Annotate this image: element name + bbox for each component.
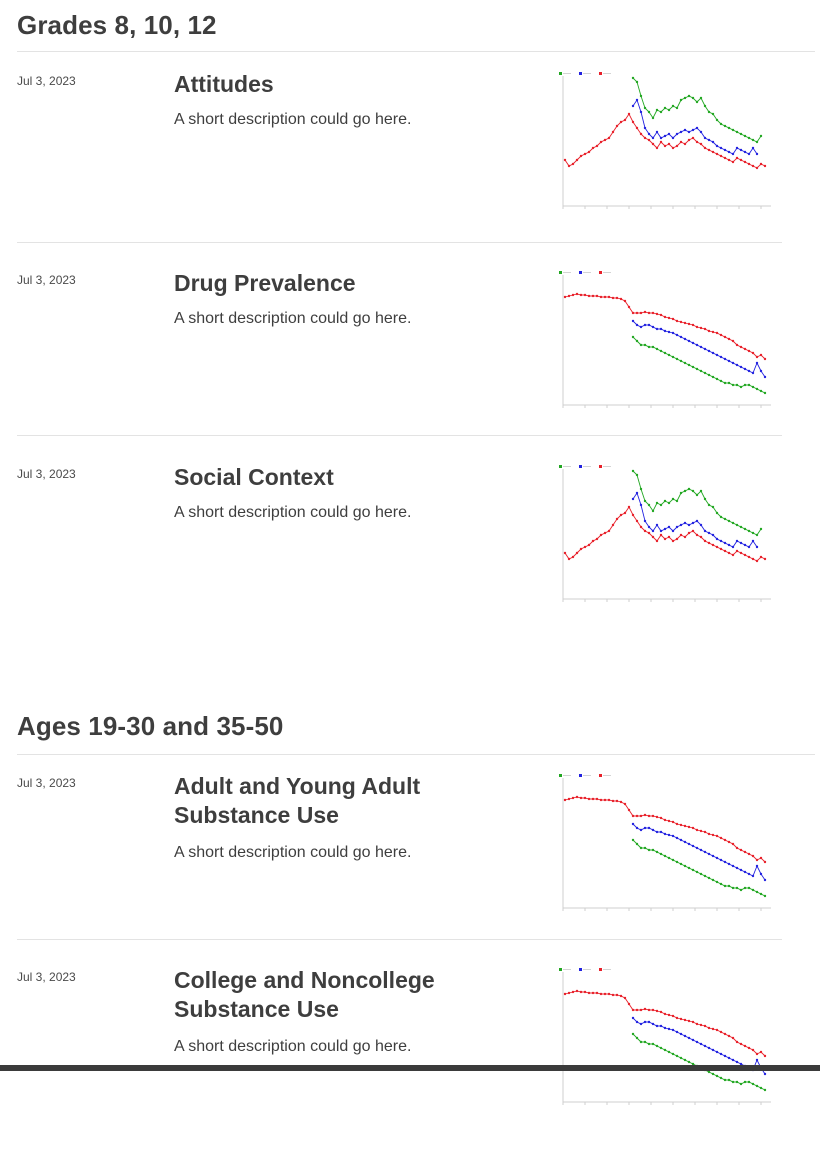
listing-item[interactable]: Jul 3, 2023 Attitudes A short descriptio… [0, 71, 820, 264]
listing-item[interactable]: Jul 3, 2023 Drug Prevalence A short desc… [0, 270, 820, 463]
section-divider [17, 51, 815, 52]
listing-item[interactable]: Jul 3, 2023 Adult and Young Adult Substa… [0, 773, 820, 966]
item-divider [17, 435, 782, 436]
item-title-link[interactable]: Adult and Young Adult Substance Use [174, 773, 421, 828]
listing-item[interactable]: Jul 3, 2023 Social Context A short descr… [0, 464, 820, 657]
item-title-link[interactable]: Social Context [174, 464, 334, 490]
item-date: Jul 3, 2023 [17, 74, 76, 88]
item-date: Jul 3, 2023 [17, 467, 76, 481]
item-divider [17, 939, 782, 940]
item-date: Jul 3, 2023 [17, 776, 76, 790]
item-title-link[interactable]: Attitudes [174, 71, 274, 97]
window-bottom-edge [0, 1065, 820, 1071]
section-heading-grades: Grades 8, 10, 12 [17, 10, 217, 40]
item-thumbnail-chart[interactable] [553, 68, 775, 218]
item-thumbnail-chart[interactable] [553, 461, 775, 611]
item-title-link[interactable]: Drug Prevalence [174, 270, 356, 296]
item-thumbnail-chart[interactable] [553, 964, 775, 1114]
item-description: A short description could go here. [174, 310, 412, 327]
section-heading-ages: Ages 19-30 and 35-50 [17, 711, 284, 741]
item-description: A short description could go here. [174, 504, 412, 521]
item-thumbnail-chart[interactable] [553, 267, 775, 417]
item-thumbnail-chart[interactable] [553, 770, 775, 920]
item-divider [17, 242, 782, 243]
item-date: Jul 3, 2023 [17, 970, 76, 984]
item-title-link[interactable]: College and Noncollege Substance Use [174, 967, 435, 1022]
item-date: Jul 3, 2023 [17, 273, 76, 287]
item-description: A short description could go here. [174, 844, 412, 861]
item-description: A short description could go here. [174, 1038, 412, 1055]
section-divider [17, 754, 815, 755]
item-description: A short description could go here. [174, 111, 412, 128]
